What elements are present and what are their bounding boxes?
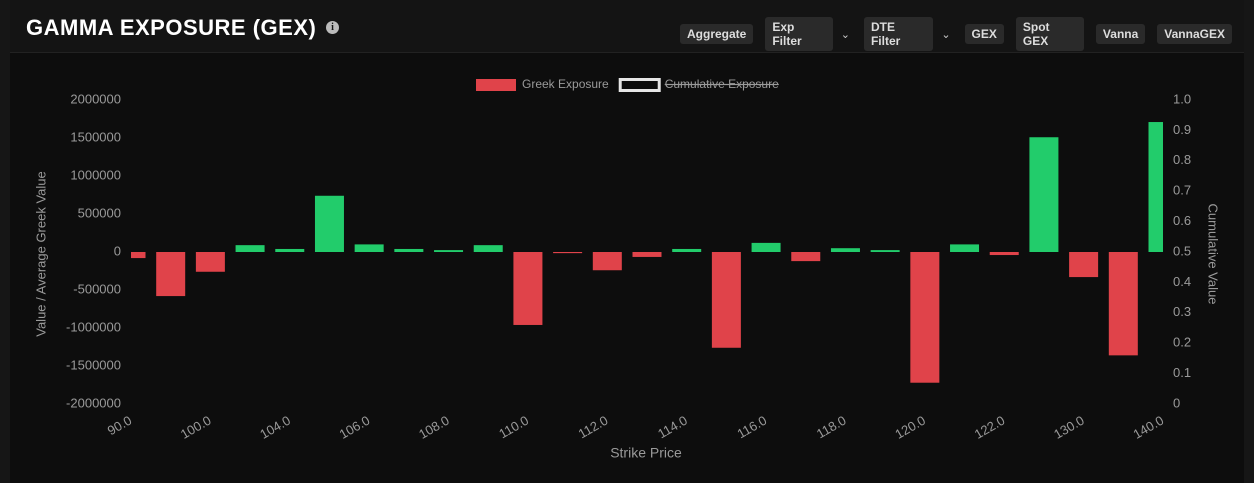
y2-axis-title: Cumulative Value xyxy=(1206,204,1221,305)
x-tick-label: 90.0 xyxy=(105,413,134,439)
bar xyxy=(131,252,146,259)
x-tick-label: 104.0 xyxy=(257,413,293,442)
plot-area xyxy=(131,122,1163,383)
chevron[interactable]: ⌄ xyxy=(840,28,850,41)
y2-tick-label: 0 xyxy=(1173,395,1180,410)
legend-swatch xyxy=(476,79,516,91)
bar xyxy=(632,252,662,257)
button[interactable]: Vanna xyxy=(1095,24,1146,44)
bar xyxy=(1069,252,1099,278)
legend-label[interactable]: Cumulative Exposure xyxy=(665,77,779,91)
bar xyxy=(275,248,305,252)
y-tick-label: 500000 xyxy=(78,205,121,220)
x-axis-title: Strike Price xyxy=(610,445,682,461)
bar xyxy=(195,252,225,272)
y2-tick-label: 0.3 xyxy=(1173,304,1191,319)
bar xyxy=(394,248,424,252)
bar xyxy=(1029,137,1059,252)
y2-tick-label: 0.4 xyxy=(1173,274,1191,289)
y2-tick-label: 0.8 xyxy=(1173,152,1191,167)
x-tick-label: 120.0 xyxy=(892,413,928,442)
bar xyxy=(553,252,583,254)
x-tick-label: 116.0 xyxy=(734,413,769,442)
legend-swatch xyxy=(618,78,661,92)
x-tick-label: 100.0 xyxy=(178,413,214,442)
x-tick-label: 110.0 xyxy=(496,413,531,442)
y2-tick-label: 0.9 xyxy=(1173,122,1191,137)
title: GAMMA EXPOSURE (GEX) xyxy=(26,15,317,40)
bar xyxy=(989,252,1019,256)
bar xyxy=(473,245,503,252)
x-tick-label: 106.0 xyxy=(337,413,373,442)
bar xyxy=(1108,252,1138,356)
x-tick-label: 112.0 xyxy=(576,413,611,442)
x-tick-label: 118.0 xyxy=(814,413,849,442)
button[interactable]: VannaGEX xyxy=(1157,24,1232,44)
bar xyxy=(791,252,821,262)
bar xyxy=(235,245,265,252)
y2-tick-label: 0.7 xyxy=(1173,183,1191,198)
y-tick-label: 0 xyxy=(114,243,121,258)
bar xyxy=(513,252,543,325)
y2-tick-label: 1.0 xyxy=(1173,91,1191,106)
button[interactable]: Spot GEX xyxy=(1015,17,1084,51)
bar xyxy=(751,242,781,252)
x-tick-label: 140.0 xyxy=(1131,413,1167,442)
bar xyxy=(870,250,900,252)
y2-tick-label: 0.1 xyxy=(1173,365,1191,380)
y2-tick-label: 0.6 xyxy=(1173,213,1191,228)
x-tick-label: 114.0 xyxy=(655,413,690,442)
bar xyxy=(910,252,940,383)
bar xyxy=(592,252,622,271)
y2-tick-label: 0.2 xyxy=(1173,335,1191,350)
y-tick-label: 1000000 xyxy=(70,167,121,182)
y2-tick-label: 0.5 xyxy=(1173,243,1191,258)
bar xyxy=(354,244,384,252)
y-tick-label: 2000000 xyxy=(70,91,121,106)
button[interactable]: DTE Filter xyxy=(863,17,934,51)
bar xyxy=(1148,122,1163,252)
button[interactable]: Aggregate xyxy=(680,24,754,44)
info-icon[interactable]: i xyxy=(326,21,339,34)
y-tick-label: -1000000 xyxy=(66,319,121,334)
y-tick-label: -1500000 xyxy=(66,357,121,372)
button[interactable]: GEX xyxy=(964,24,1004,44)
x-tick-label: 130.0 xyxy=(1051,413,1087,442)
bar xyxy=(156,252,186,297)
bar xyxy=(830,248,860,252)
y-axis-title: Value / Average Greek Value xyxy=(33,171,48,337)
bar xyxy=(711,252,741,348)
y-tick-label: -500000 xyxy=(73,281,121,296)
chevron[interactable]: ⌄ xyxy=(941,28,951,41)
button-bar: Aggregate Exp Filter ⌄ DTE Filter ⌄ GEX Sp… xyxy=(680,17,1244,51)
button[interactable]: Exp Filter xyxy=(765,17,833,51)
x-tick-label: 122.0 xyxy=(972,413,1008,442)
bar xyxy=(434,250,464,252)
bar xyxy=(314,195,344,252)
legend-label: Greek Exposure xyxy=(522,77,609,91)
y-tick-label: -2000000 xyxy=(66,395,121,410)
bar xyxy=(950,244,980,252)
header: GAMMA EXPOSURE (GEX) i Aggregate Exp Fil… xyxy=(10,0,1244,53)
bar xyxy=(672,248,702,252)
x-tick-label: 108.0 xyxy=(416,413,452,442)
y-tick-label: 1500000 xyxy=(70,129,121,144)
